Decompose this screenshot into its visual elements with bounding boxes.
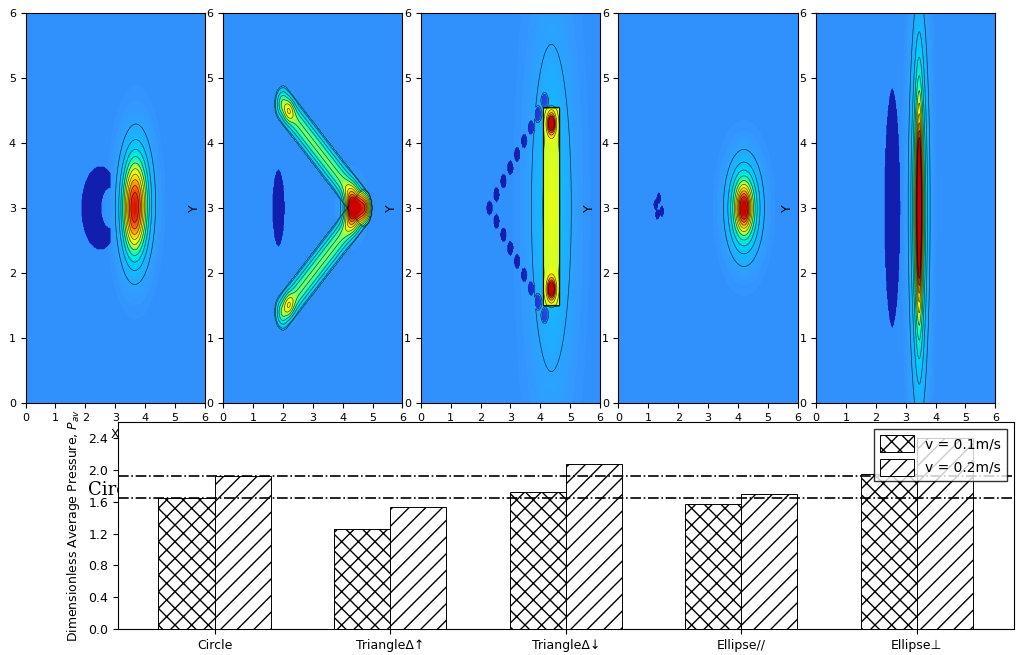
X-axis label: X: X <box>703 428 713 441</box>
Bar <box>215 476 270 629</box>
Bar <box>565 464 622 629</box>
Bar <box>861 474 916 629</box>
Text: TriangleΔ↓: TriangleΔ↓ <box>458 481 563 498</box>
Bar <box>390 508 446 629</box>
Bar <box>510 493 565 629</box>
Bar <box>916 438 973 629</box>
Text: TriangleΔ↑: TriangleΔ↑ <box>260 481 366 498</box>
Bar <box>741 494 798 629</box>
Y-axis label: Y: Y <box>583 204 596 212</box>
Bar <box>159 498 215 629</box>
Legend: v = 0.1m/s, v = 0.2m/s: v = 0.1m/s, v = 0.2m/s <box>874 430 1007 481</box>
X-axis label: X: X <box>111 428 120 441</box>
X-axis label: X: X <box>308 428 317 441</box>
Bar <box>685 504 741 629</box>
Bar <box>334 529 390 629</box>
Text: Ellipse//: Ellipse// <box>671 481 745 498</box>
Y-axis label: Y: Y <box>187 204 201 212</box>
Y-axis label: Y: Y <box>385 204 398 212</box>
Y-axis label: Dimensionless Average Pressure, $P_{av}$: Dimensionless Average Pressure, $P_{av}$ <box>66 409 83 642</box>
Text: Ellipse⊥: Ellipse⊥ <box>866 481 945 498</box>
Y-axis label: Y: Y <box>0 204 3 212</box>
Text: Circle: Circle <box>88 481 142 498</box>
X-axis label: X: X <box>901 428 910 441</box>
X-axis label: X: X <box>506 428 515 441</box>
Y-axis label: Y: Y <box>780 204 794 212</box>
